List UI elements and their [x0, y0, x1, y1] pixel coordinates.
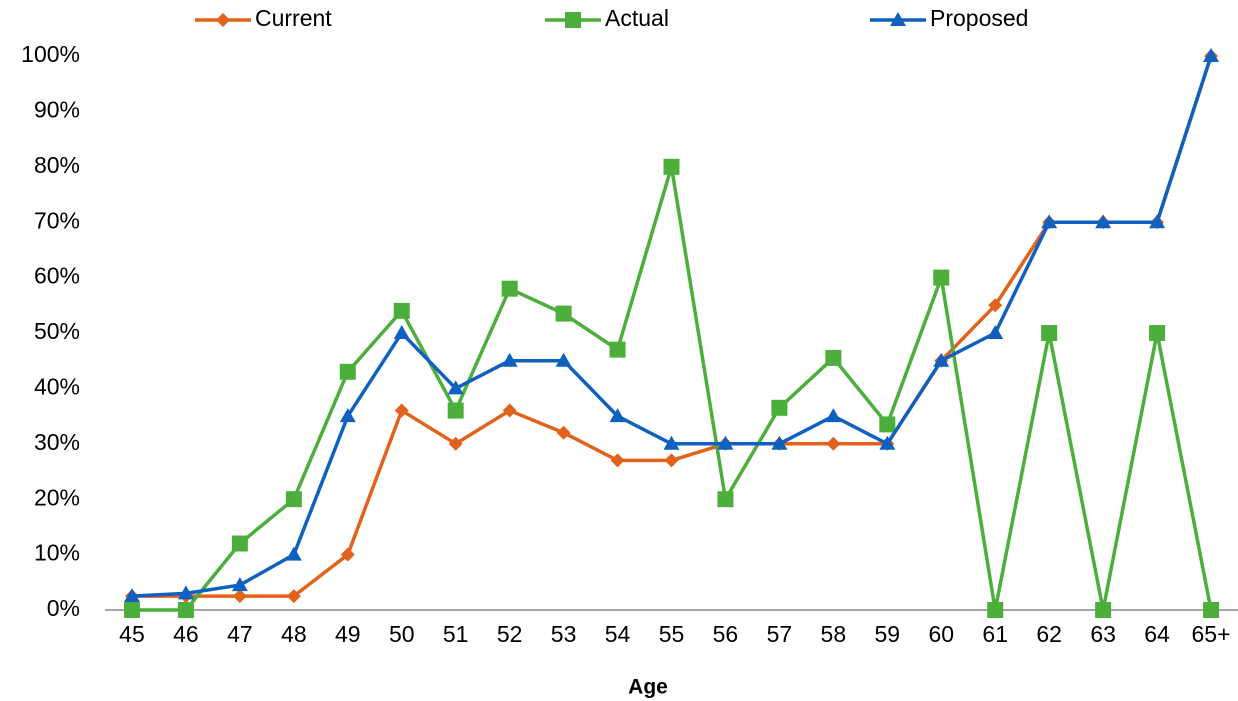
y-tick-label: 80% — [34, 152, 80, 178]
series-line — [131, 165, 1213, 612]
x-tick-label: 52 — [497, 621, 523, 647]
data-point — [177, 602, 194, 618]
data-point — [609, 341, 626, 358]
data-point — [394, 403, 409, 418]
data-point — [502, 403, 517, 418]
data-point — [555, 305, 572, 322]
data-point — [717, 435, 734, 450]
x-tick-label: 58 — [821, 621, 847, 647]
data-point — [825, 408, 842, 423]
data-point — [988, 298, 1003, 313]
legend-marker — [565, 12, 581, 28]
x-tick-label: 46 — [173, 621, 199, 647]
data-point — [610, 453, 625, 468]
data-point — [339, 408, 356, 423]
legend-marker — [216, 13, 230, 27]
data-point — [555, 352, 572, 367]
data-point — [609, 408, 626, 423]
data-point — [501, 352, 518, 367]
y-tick-label: 70% — [34, 207, 80, 233]
data-point — [933, 269, 950, 286]
x-tick-label: 62 — [1036, 621, 1062, 647]
data-point — [285, 491, 302, 508]
data-point — [1149, 214, 1166, 229]
data-point — [826, 436, 841, 451]
y-tick-label: 40% — [34, 373, 80, 399]
data-point — [1203, 602, 1220, 618]
legend-label: Current — [255, 5, 332, 31]
x-tick-label: 54 — [605, 621, 631, 647]
x-tick-label: 55 — [659, 621, 685, 647]
data-point — [987, 325, 1004, 339]
data-point — [987, 602, 1004, 618]
data-point — [447, 380, 464, 395]
x-tick-label: 48 — [281, 621, 307, 647]
x-tick-label: 64 — [1144, 621, 1170, 647]
data-point — [879, 435, 896, 450]
data-point — [340, 547, 355, 562]
data-point — [123, 602, 140, 618]
x-tick-label: 59 — [875, 621, 901, 647]
data-point — [393, 302, 410, 319]
x-tick-label: 51 — [443, 621, 469, 647]
x-tick-label: 53 — [551, 621, 577, 647]
data-point — [286, 589, 301, 604]
data-point — [771, 435, 788, 450]
data-point — [447, 402, 464, 419]
data-point — [664, 453, 679, 468]
x-tick-label: 61 — [982, 621, 1008, 647]
data-point — [717, 491, 734, 508]
data-point — [825, 349, 842, 366]
data-point — [1041, 325, 1058, 341]
data-point — [1041, 214, 1058, 229]
data-point — [177, 585, 194, 600]
x-tick-label: 63 — [1090, 621, 1116, 647]
data-point — [231, 577, 248, 592]
x-tick-label: 45 — [119, 621, 145, 647]
y-tick-label: 30% — [34, 429, 80, 455]
y-tick-label: 50% — [34, 318, 80, 344]
data-point — [339, 363, 356, 380]
data-point — [663, 158, 680, 175]
legend-label: Proposed — [930, 5, 1028, 31]
data-point — [663, 435, 680, 450]
y-tick-label: 100% — [21, 41, 80, 67]
legend-marker — [890, 12, 906, 26]
data-point — [1149, 325, 1166, 341]
data-point — [556, 425, 571, 440]
x-axis-label: Age — [628, 676, 668, 699]
data-point — [879, 416, 896, 433]
data-point — [448, 436, 463, 451]
data-point — [1095, 602, 1112, 618]
data-point — [771, 399, 788, 416]
data-point — [501, 280, 518, 297]
y-tick-label: 90% — [34, 96, 80, 122]
x-tick-label: 49 — [335, 621, 361, 647]
x-tick-label: 50 — [389, 621, 415, 647]
data-point — [285, 546, 302, 561]
y-tick-label: 0% — [47, 595, 80, 621]
data-point — [1203, 48, 1220, 62]
x-tick-label: 47 — [227, 621, 253, 647]
y-tick-label: 10% — [34, 540, 80, 566]
legend-label: Actual — [605, 5, 669, 31]
x-tick-label: 65+ — [1192, 621, 1231, 647]
x-tick-label: 60 — [928, 621, 954, 647]
x-tick-label: 57 — [767, 621, 793, 647]
x-tick-label: 56 — [713, 621, 739, 647]
data-point — [232, 589, 247, 604]
data-point — [1095, 214, 1112, 229]
data-point — [393, 325, 410, 339]
data-point — [123, 588, 140, 603]
data-point — [933, 352, 950, 367]
y-tick-label: 20% — [34, 484, 80, 510]
y-tick-label: 60% — [34, 263, 80, 289]
data-point — [231, 535, 248, 552]
